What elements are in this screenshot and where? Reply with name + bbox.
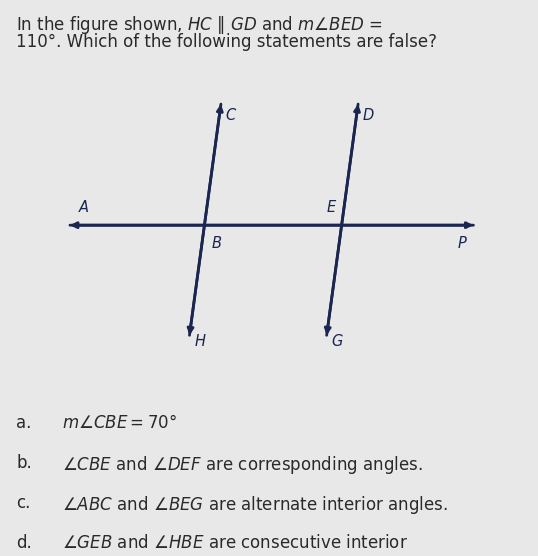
- Text: $D$: $D$: [363, 107, 375, 123]
- Text: d.: d.: [16, 534, 32, 552]
- Text: $G$: $G$: [331, 332, 344, 349]
- Text: $C$: $C$: [225, 107, 237, 123]
- Text: $\angle CBE$ and $\angle DEF$ are corresponding angles.: $\angle CBE$ and $\angle DEF$ are corres…: [62, 454, 423, 476]
- Text: $\angle ABC$ and $\angle BEG$ are alternate interior angles.: $\angle ABC$ and $\angle BEG$ are altern…: [62, 494, 448, 517]
- Text: $E$: $E$: [326, 199, 337, 215]
- Text: $m\angle CBE = 70°$: $m\angle CBE = 70°$: [62, 414, 177, 432]
- Text: $\angle GEB$ and $\angle HBE$ are consecutive interior: $\angle GEB$ and $\angle HBE$ are consec…: [62, 534, 408, 552]
- Text: In the figure shown, $HC$ $\|$ $GD$ and $m\angle BED$ =: In the figure shown, $HC$ $\|$ $GD$ and …: [16, 14, 383, 36]
- Text: $B$: $B$: [211, 235, 222, 251]
- Text: c.: c.: [16, 494, 31, 512]
- Text: $A$: $A$: [78, 199, 90, 215]
- Text: 110°. Which of the following statements are false?: 110°. Which of the following statements …: [16, 33, 437, 51]
- Text: $P$: $P$: [457, 235, 468, 251]
- Text: b.: b.: [16, 454, 32, 472]
- Text: $H$: $H$: [194, 332, 207, 349]
- Text: a.: a.: [16, 414, 32, 432]
